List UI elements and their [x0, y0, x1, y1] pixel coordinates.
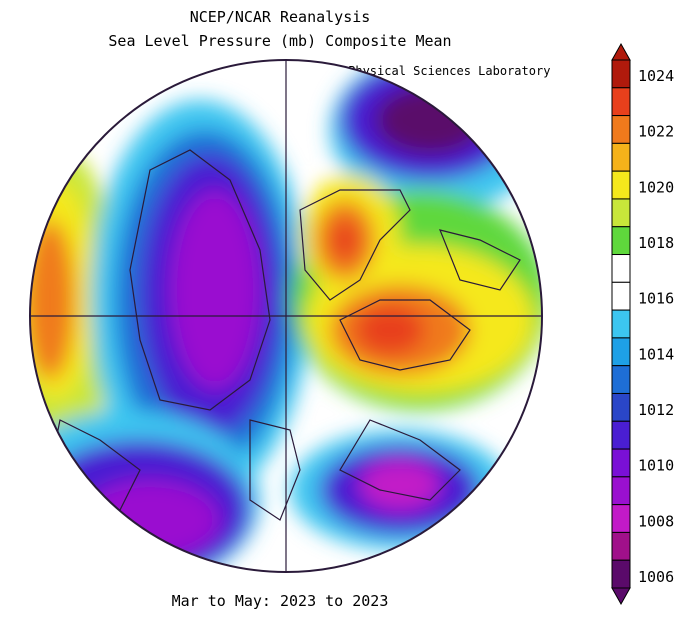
colorbar-swatch [611, 309, 631, 339]
colorbar: 1024 1022 1020 1018 1016 1014 1012 1010 1008 1006 [611, 42, 674, 605]
colorbar-swatch [611, 226, 631, 256]
colorbar-tick-label: 1012 [638, 401, 674, 419]
colorbar-tick-label: 1024 [638, 67, 674, 85]
colorbar-swatch [611, 87, 631, 117]
colorbar-swatch [611, 392, 631, 422]
period-caption: Mar to May: 2023 to 2023 [171, 592, 389, 610]
colorbar-bottom-arrow [611, 587, 631, 605]
colorbar-swatch [611, 476, 631, 506]
colorbar-tick-label: 1016 [638, 290, 674, 308]
title-line-1: NCEP/NCAR Reanalysis [189, 8, 371, 26]
colorbar-swatch [611, 448, 631, 478]
colorbar-swatch [611, 59, 631, 89]
colorbar-tick-label: 1018 [638, 234, 674, 252]
map-border [29, 59, 543, 573]
title-line-2: Sea Level Pressure (mb) Composite Mean [108, 32, 452, 50]
colorbar-swatch [611, 115, 631, 144]
colorbar-swatch [611, 365, 631, 394]
colorbar-swatch [611, 170, 631, 200]
colorbar-tick-label: 1010 [638, 457, 674, 475]
colorbar-tick-label: 1020 [638, 178, 674, 196]
polar-map [29, 59, 543, 573]
pressure-field [30, 60, 542, 572]
colorbar-tick-label: 1008 [638, 512, 674, 530]
colorbar-swatch [611, 420, 631, 450]
colorbar-tick-label: 1014 [638, 345, 674, 363]
colorbar-swatch [611, 281, 631, 311]
colorbar-swatch [611, 337, 631, 367]
colorbar-swatch [611, 559, 631, 589]
colorbar-swatch [611, 142, 631, 172]
colorbar-swatch [611, 254, 631, 283]
colorbar-tick-label: 1022 [638, 123, 674, 141]
colorbar-top-arrow [611, 42, 631, 61]
colorbar-swatch [611, 198, 631, 228]
colorbar-swatch [611, 531, 631, 561]
colorbar-swatch [611, 504, 631, 533]
colorbar-tick-label: 1006 [638, 568, 674, 586]
